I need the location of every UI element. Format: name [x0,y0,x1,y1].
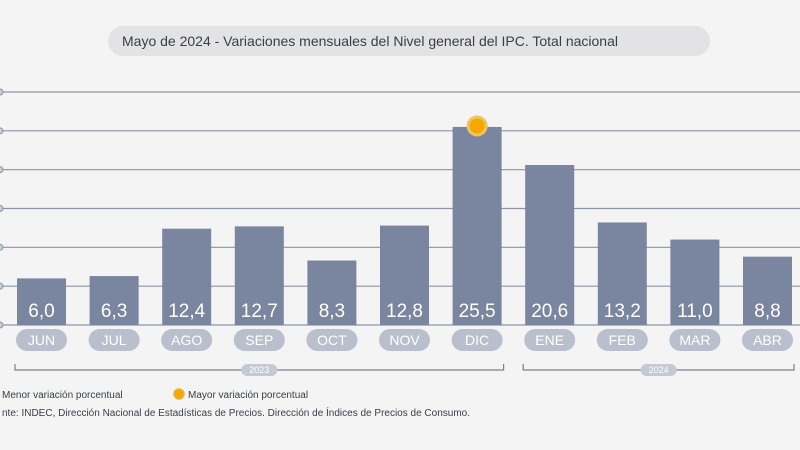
bar-sep [234,226,284,325]
year-groups: 2023 2024 [14,364,795,376]
category-pill [88,329,140,351]
axis-tick-dot [0,243,4,251]
bar-mar [670,239,720,325]
category-label-ago: AGO [171,332,202,348]
bar-jun [17,278,66,325]
category-pill [669,329,721,351]
category-label-abr: ABR [753,332,782,348]
value-label-jul: 6,3 [101,301,127,322]
category-pill [306,329,358,351]
category-pill [16,329,67,351]
axis-tick-dot [0,166,4,174]
category-pill [161,329,213,351]
bar-ago [162,228,212,325]
year-pill [640,364,677,376]
category-pill [233,329,285,351]
legend: Menor variación porcentual Mayor variaci… [2,388,308,401]
value-label-ago: 12,4 [168,301,205,322]
year-pill [241,364,278,376]
legend-max-marker [173,388,185,400]
axis-tick-dot [0,205,4,212]
year-label-2024: 2024 [649,365,669,375]
value-label-jun: 6,0 [28,301,54,322]
value-label-dic: 25,5 [459,301,496,322]
chart-title: Mayo de 2024 - Variaciones mensuales del… [122,33,618,49]
axis-tick-dot [0,282,4,290]
category-label-jul: JUL [102,332,127,348]
category-label-mar: MAR [679,332,710,348]
category-label-oct: OCT [317,332,347,348]
category-label-nov: NOV [389,332,420,348]
value-label-mar: 11,0 [677,301,713,322]
year-label-2023: 2023 [249,365,269,375]
category-label-feb: FEB [609,332,636,348]
bar-ene [525,165,575,325]
bars: 6,0 JUN 6,3 JUL 12,4 AGO 12,7 SEP 8,3 OCT 12,8 NOV 2… [16,115,793,351]
bar-feb [597,222,647,325]
bar-abr [743,256,792,325]
axis-tick-dot [0,127,4,135]
source-note: nte: INDEC, Dirección Nacional de Estadí… [2,406,470,419]
value-label-oct: 8,3 [319,301,345,322]
category-pill [379,329,430,351]
category-pill [451,329,503,351]
axis-tick-dot [0,88,4,96]
value-label-feb: 13,2 [604,301,641,322]
value-label-sep: 12,7 [241,301,278,322]
category-label-jun: JUN [28,332,55,348]
chart-title-background [108,26,710,56]
bar-dic [452,126,502,325]
category-pill [742,329,793,351]
category-label-ene: ENE [535,332,564,348]
axis-tick-dot [0,321,4,329]
legend-max-label: Mayor variación porcentual [188,390,308,401]
category-pill [524,329,576,351]
value-label-abr: 8,8 [754,301,780,322]
category-label-sep: SEP [245,332,273,348]
category-label-dic: DIC [465,332,489,348]
legend-min-label: Menor variación porcentual [2,390,123,401]
bar-jul [89,276,139,325]
bar-oct [307,260,357,325]
value-label-nov: 12,8 [386,301,423,322]
category-pill [596,329,648,351]
value-label-ene: 20,6 [531,301,568,322]
bar-nov [380,225,429,325]
max-variation-marker [466,115,488,137]
